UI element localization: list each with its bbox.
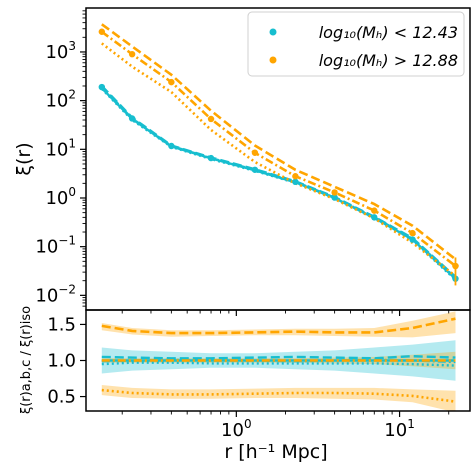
top-marker-0-0 xyxy=(98,83,106,91)
top-y-axis-title: ξ(r) xyxy=(13,142,35,175)
legend: log₁₀(Mₕ) < 12.43 log₁₀(Mₕ) > 12.88 xyxy=(247,11,465,77)
legend-label-0: log₁₀(Mₕ) < 12.43 xyxy=(319,23,458,42)
top-plot-area xyxy=(98,23,459,286)
top-y-tick-label: 100 xyxy=(45,185,76,209)
bottom-band-2 xyxy=(101,385,456,411)
bottom-plot-area xyxy=(101,311,456,411)
bottom-series-high-mass-dashed xyxy=(101,317,456,335)
top-marker-1-7 xyxy=(371,207,378,214)
top-series-group xyxy=(98,23,459,286)
bottom-series-low-mass-dashed xyxy=(101,354,456,360)
x-axis-title: r [h⁻¹ Mpc] xyxy=(224,441,327,463)
bottom-series-high-mass-dotted xyxy=(101,388,456,403)
bottom-y-tick-label: 1.5 xyxy=(47,314,76,335)
top-marker-1-5 xyxy=(292,173,299,180)
top-series-low-mass-dashed xyxy=(100,85,457,278)
bottom-y-tick-label: 0.5 xyxy=(47,387,76,408)
top-marker-1-2 xyxy=(168,78,175,86)
top-marker-1-1 xyxy=(128,50,136,58)
legend-marker-0 xyxy=(269,28,277,36)
top-y-tick-label: 10−2 xyxy=(35,282,76,306)
bottom-band-1 xyxy=(101,311,456,338)
top-series-high-mass-dotted xyxy=(101,42,457,278)
bottom-y-axis-title: ξ(r)a,b,c / ξ(r)iso xyxy=(19,306,34,414)
top-marker-0-7 xyxy=(371,214,378,221)
top-marker-1-6 xyxy=(331,189,338,196)
top-marker-0-6 xyxy=(331,194,338,201)
bottom-x-tick-label: 101 xyxy=(384,417,415,441)
top-marker-1-4 xyxy=(251,149,259,156)
legend-marker-1 xyxy=(269,56,277,64)
top-marker-1-3 xyxy=(207,115,215,123)
bottom-axes: 0.5 1.0 1.5 100 101 xyxy=(47,314,450,441)
top-marker-0-2 xyxy=(168,142,175,150)
top-marker-0-8 xyxy=(409,236,416,243)
top-y-tick-label: 101 xyxy=(45,136,76,160)
bottom-x-tick-label: 100 xyxy=(221,417,252,441)
top-marker-0-4 xyxy=(251,166,259,173)
top-marker-1-0 xyxy=(98,28,106,35)
top-series-low-mass-dotted xyxy=(100,87,457,281)
top-marker-1-8 xyxy=(409,229,416,237)
legend-label-1: log₁₀(Mₕ) > 12.88 xyxy=(319,51,458,70)
top-series-low-mass-dashdot xyxy=(100,86,457,279)
top-y-tick-label: 10−1 xyxy=(35,234,76,258)
top-errorbar-point-0 xyxy=(452,262,459,270)
top-marker-0-5 xyxy=(292,178,299,186)
top-marker-0-1 xyxy=(128,115,136,122)
top-series-low-mass-solid xyxy=(100,87,457,280)
top-panel: 10−2 10−1 100 101 102 103 ξ(r) log₁₀(Mₕ) < 12… xyxy=(13,7,471,316)
bottom-panel: 0.5 1.0 1.5 100 101 ξ(r)a,b,c / ξ(r)iso r [h… xyxy=(19,306,471,463)
legend-box xyxy=(247,11,465,77)
bottom-series-low-mass-dotted xyxy=(101,361,456,367)
top-marker-0-3 xyxy=(207,154,215,162)
bottom-y-tick-label: 1.0 xyxy=(47,351,76,372)
top-y-tick-label: 102 xyxy=(45,88,76,112)
top-y-tick-label: 103 xyxy=(45,39,76,63)
bottom-series-group xyxy=(101,311,456,411)
